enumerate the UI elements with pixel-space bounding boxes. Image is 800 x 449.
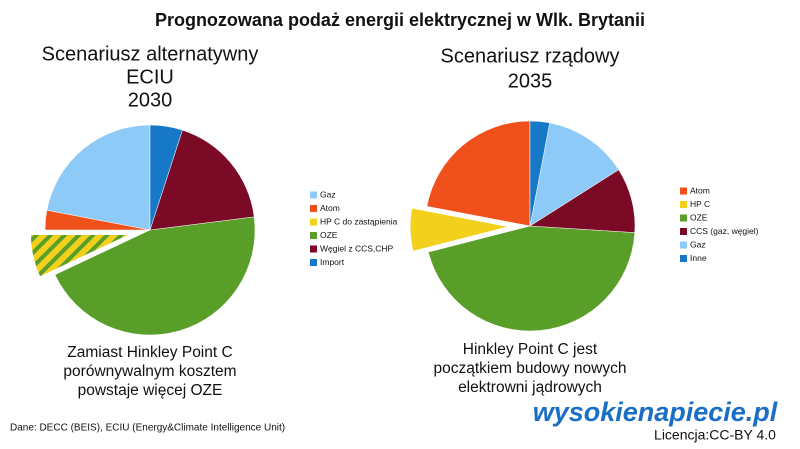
pie-slice: [149, 124, 183, 231]
legend-swatch: [680, 187, 687, 195]
legend-label: Atom: [320, 203, 340, 213]
pie-slice: [54, 216, 256, 336]
legend-label: Gaz: [690, 239, 706, 249]
legend-swatch: [310, 245, 317, 253]
pie-slice: [46, 124, 151, 231]
pie-slice: [427, 225, 636, 332]
legend-label: Inne: [690, 253, 707, 263]
legend-swatch: [310, 205, 317, 212]
chart-title: Scenariusz alternatywny: [42, 43, 259, 65]
annotation: elektrowni jądrowych: [458, 379, 602, 396]
legend-label: OZE: [690, 212, 708, 222]
pie-slice: [44, 210, 151, 231]
pie-slice: [149, 129, 255, 231]
legend-swatch: [680, 201, 687, 208]
legend-swatch: [680, 241, 687, 249]
chart-title: 2030: [128, 89, 173, 111]
legend-swatch: [680, 228, 687, 235]
page-title: Prognozowana podaż energii elektrycznej …: [155, 10, 645, 30]
legend-label: CCS (gaz, węgiel): [690, 226, 759, 236]
annotation: Zamiast Hinkley Point C: [67, 344, 232, 361]
pie-slice: [529, 122, 619, 227]
legend-label: HP C do zastąpienia: [320, 216, 398, 226]
annotation: porównywalnym kosztem: [63, 363, 236, 380]
legend-swatch: [310, 232, 317, 239]
legend-swatch: [310, 218, 317, 226]
annotation: początkiem budowy nowych: [434, 360, 627, 377]
legend-swatch: [310, 191, 317, 199]
source: Dane: DECC (BEIS), ECIU (Energy&Climate …: [10, 423, 285, 434]
license: Licencja:CC-BY 4.0: [654, 427, 776, 443]
pie-slice: [426, 120, 531, 227]
pie-slice: [27, 231, 136, 281]
legend-label: HP C: [690, 199, 710, 209]
pie-slice: [529, 120, 550, 227]
chart-title: 2035: [508, 70, 553, 92]
annotation: powstaje więcej OZE: [78, 382, 223, 399]
legend-label: Gaz: [320, 189, 336, 199]
legend-label: Węgiel z CCS,CHP: [320, 243, 394, 253]
legend-label: Import: [320, 257, 345, 267]
legend-swatch: [310, 259, 317, 266]
annotation: Hinkley Point C jest: [463, 341, 598, 358]
logo: wysokienapiecie.pl: [533, 397, 778, 427]
legend-label: OZE: [320, 230, 338, 240]
chart-title: ECIU: [126, 66, 174, 88]
pie-slice: [407, 205, 515, 255]
legend-swatch: [680, 255, 687, 262]
legend-label: Atom: [690, 185, 710, 195]
legend-swatch: [680, 214, 687, 222]
chart-title: Scenariusz rządowy: [441, 45, 620, 67]
